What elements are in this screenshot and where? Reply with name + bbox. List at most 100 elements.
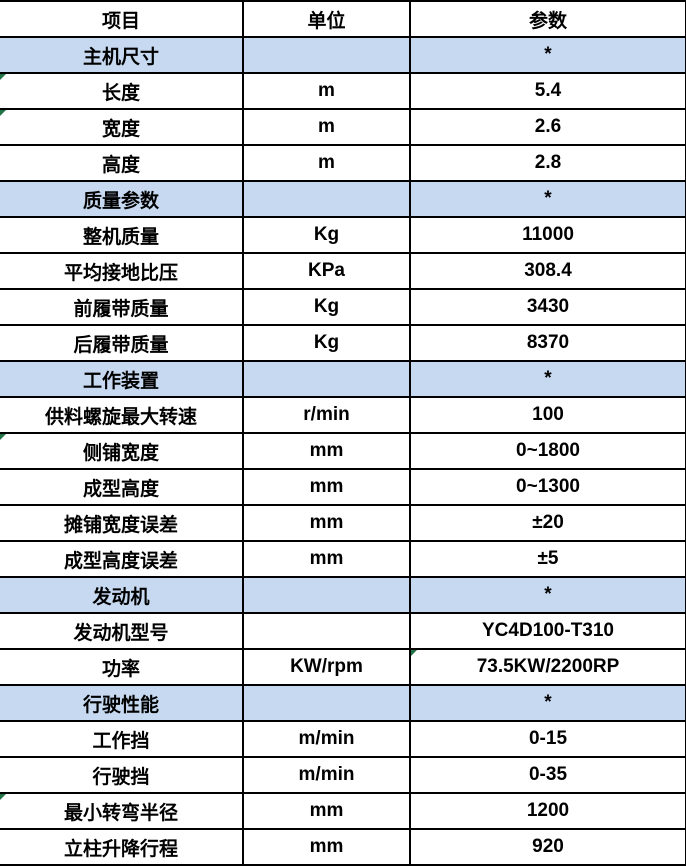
table-row-power: 功率 KW/rpm 73.5KW/2200RP — [0, 648, 686, 686]
value-cell: 73.5KW/2200RP — [409, 648, 686, 686]
value-cell: 920 — [409, 828, 686, 866]
unit-cell: mm — [242, 540, 411, 578]
item-cell: 成型高度 — [0, 468, 244, 506]
error-indicator-icon — [0, 111, 6, 116]
item-label: 侧铺宽度 — [82, 442, 159, 464]
unit-cell: Kg — [242, 288, 411, 326]
unit-cell — [242, 180, 411, 218]
value-label: 1200 — [526, 800, 570, 821]
value-label: 5.4 — [534, 80, 562, 101]
value-label: 0-35 — [528, 764, 568, 785]
unit-cell: m/min — [242, 756, 411, 794]
unit-label: m — [318, 152, 335, 173]
value-label: 3430 — [526, 296, 570, 317]
unit-label: m — [318, 80, 335, 101]
item-label: 高度 — [101, 154, 140, 176]
unit-label: m/min — [298, 728, 355, 749]
item-label: 行驶挡 — [92, 766, 150, 788]
unit-label: Kg — [313, 296, 340, 317]
item-label: 最小转弯半径 — [63, 802, 178, 824]
error-indicator-icon — [412, 651, 417, 656]
item-label: 前履带质量 — [73, 298, 169, 320]
item-label: 成型高度 — [82, 478, 159, 500]
value-label: * — [544, 188, 552, 209]
value-label: 0-15 — [528, 728, 568, 749]
item-cell: 整机质量 — [0, 216, 244, 254]
unit-label: m — [318, 116, 335, 137]
unit-label: mm — [309, 512, 344, 533]
error-indicator-icon — [0, 435, 6, 440]
unit-label: r/min — [303, 404, 350, 425]
column-header-value: 参数 — [409, 0, 686, 38]
unit-label: mm — [309, 476, 344, 497]
table-row-total-mass: 整机质量 Kg 11000 — [0, 216, 686, 254]
value-cell: 2.8 — [409, 144, 686, 182]
item-label: 后履带质量 — [73, 334, 169, 356]
value-label: 920 — [532, 836, 564, 857]
item-cell: 长度 — [0, 72, 244, 110]
value-cell: 0~1800 — [409, 432, 686, 470]
item-cell: 平均接地比压 — [0, 252, 244, 290]
item-cell: 行驶性能 — [0, 684, 244, 722]
item-cell: 摊铺宽度误差 — [0, 504, 244, 542]
unit-cell: m — [242, 72, 411, 110]
unit-cell: Kg — [242, 324, 411, 362]
section-row-engine: 发动机 * — [0, 576, 686, 614]
table-row-column-lift-stroke: 立柱升降行程 mm 920 — [0, 828, 686, 866]
value-label: 0~1800 — [516, 440, 580, 461]
item-label: 整机质量 — [82, 226, 159, 248]
column-header-unit: 单位 — [242, 0, 411, 38]
value-label: YC4D100-T310 — [481, 620, 615, 641]
item-cell: 工作装置 — [0, 360, 244, 398]
unit-cell: mm — [242, 432, 411, 470]
unit-cell: mm — [242, 792, 411, 830]
header-row: 项目 单位 参数 — [0, 0, 686, 38]
value-label: * — [544, 44, 552, 65]
error-indicator-icon — [0, 795, 6, 800]
unit-cell: mm — [242, 828, 411, 866]
table-row-ground-pressure: 平均接地比压 KPa 308.4 — [0, 252, 686, 290]
section-row-driving-performance: 行驶性能 * — [0, 684, 686, 722]
unit-cell: KW/rpm — [242, 648, 411, 686]
value-label: 308.4 — [524, 260, 572, 281]
value-label: 8370 — [526, 332, 570, 353]
unit-cell — [242, 360, 411, 398]
item-cell: 前履带质量 — [0, 288, 244, 326]
table-row-front-track-mass: 前履带质量 Kg 3430 — [0, 288, 686, 326]
table-row-min-turning-radius: 最小转弯半径 mm 1200 — [0, 792, 686, 830]
item-cell: 高度 — [0, 144, 244, 182]
item-label: 平均接地比压 — [63, 262, 178, 284]
unit-cell: Kg — [242, 216, 411, 254]
value-cell: 3430 — [409, 288, 686, 326]
table-row-working-gear: 工作挡 m/min 0-15 — [0, 720, 686, 758]
unit-cell: mm — [242, 468, 411, 506]
item-label: 发动机型号 — [73, 622, 169, 644]
item-label: 工作挡 — [92, 730, 150, 752]
column-header-unit-label: 单位 — [307, 10, 346, 32]
value-cell: * — [409, 36, 686, 74]
item-label: 功率 — [101, 658, 140, 680]
value-label: 0~1300 — [516, 476, 580, 497]
unit-label: KPa — [308, 260, 345, 281]
item-cell: 工作挡 — [0, 720, 244, 758]
item-cell: 主机尺寸 — [0, 36, 244, 74]
value-cell: * — [409, 180, 686, 218]
item-cell: 立柱升降行程 — [0, 828, 244, 866]
unit-label: mm — [309, 440, 344, 461]
item-cell: 最小转弯半径 — [0, 792, 244, 830]
section-label: 行驶性能 — [82, 694, 159, 716]
item-cell: 后履带质量 — [0, 324, 244, 362]
value-cell: 8370 — [409, 324, 686, 362]
table-row-auger-max-speed: 供料螺旋最大转速 r/min 100 — [0, 396, 686, 434]
column-header-item: 项目 — [0, 0, 244, 38]
section-row-work-device: 工作装置 * — [0, 360, 686, 398]
value-cell: 11000 — [409, 216, 686, 254]
item-label: 供料螺旋最大转速 — [44, 406, 197, 428]
item-cell: 侧铺宽度 — [0, 432, 244, 470]
value-cell: 1200 — [409, 792, 686, 830]
value-cell: * — [409, 576, 686, 614]
unit-cell: m — [242, 144, 411, 182]
table-row-forming-height: 成型高度 mm 0~1300 — [0, 468, 686, 506]
section-row-mass-params: 质量参数 * — [0, 180, 686, 218]
